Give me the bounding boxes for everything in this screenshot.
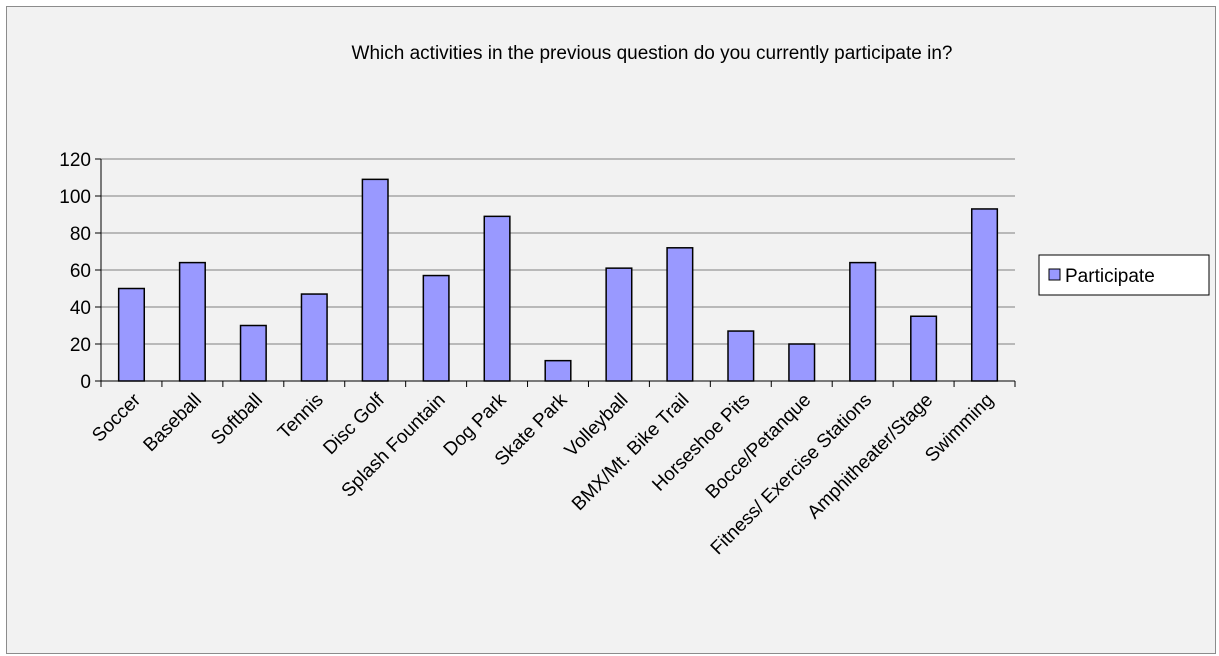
x-tick-label: Splash Fountain bbox=[338, 390, 450, 502]
x-tick-label: Tennis bbox=[274, 390, 328, 444]
bars bbox=[117, 178, 999, 382]
x-tick-label: Bocce/Petanque bbox=[702, 390, 815, 503]
chart-svg: Which activities in the previous questio… bbox=[59, 43, 1210, 559]
axes bbox=[95, 158, 1016, 387]
bar bbox=[300, 293, 328, 382]
legend-label-participate: Participate bbox=[1065, 266, 1155, 287]
legend-box bbox=[1038, 254, 1210, 296]
legend: Participate bbox=[1038, 254, 1210, 296]
bar bbox=[605, 267, 633, 382]
bar bbox=[544, 359, 572, 382]
chart-title: Which activities in the previous questio… bbox=[352, 43, 953, 64]
bar bbox=[178, 261, 206, 382]
y-tick-label: 100 bbox=[59, 187, 91, 208]
y-tick-label: 20 bbox=[70, 335, 91, 356]
y-tick-label: 60 bbox=[70, 261, 91, 282]
x-tick-label: Baseball bbox=[140, 390, 206, 456]
y-tick-label: 80 bbox=[70, 224, 91, 245]
bar bbox=[788, 343, 816, 382]
legend-swatch-participate bbox=[1048, 268, 1061, 281]
y-tick-label: 0 bbox=[80, 372, 91, 393]
bar bbox=[910, 315, 938, 382]
bar bbox=[422, 274, 450, 382]
chart-area: Which activities in the previous questio… bbox=[6, 6, 1216, 654]
bar bbox=[666, 247, 694, 382]
bar bbox=[483, 215, 511, 382]
bar bbox=[361, 178, 389, 382]
gridlines bbox=[101, 158, 1015, 345]
x-tick-label: Soccer bbox=[88, 389, 145, 446]
bar bbox=[239, 324, 267, 382]
y-tick-label: 40 bbox=[70, 298, 91, 319]
bar bbox=[970, 208, 999, 382]
y-axis-tick-labels: 0 20 40 60 80 100 120 bbox=[59, 150, 91, 393]
bar bbox=[727, 330, 755, 382]
x-tick-label: BMX/Mt. Bike Trail bbox=[568, 390, 693, 515]
bar bbox=[117, 287, 146, 382]
y-tick-label: 120 bbox=[59, 150, 91, 171]
bar bbox=[849, 261, 877, 382]
x-tick-label: Softball bbox=[207, 390, 267, 450]
